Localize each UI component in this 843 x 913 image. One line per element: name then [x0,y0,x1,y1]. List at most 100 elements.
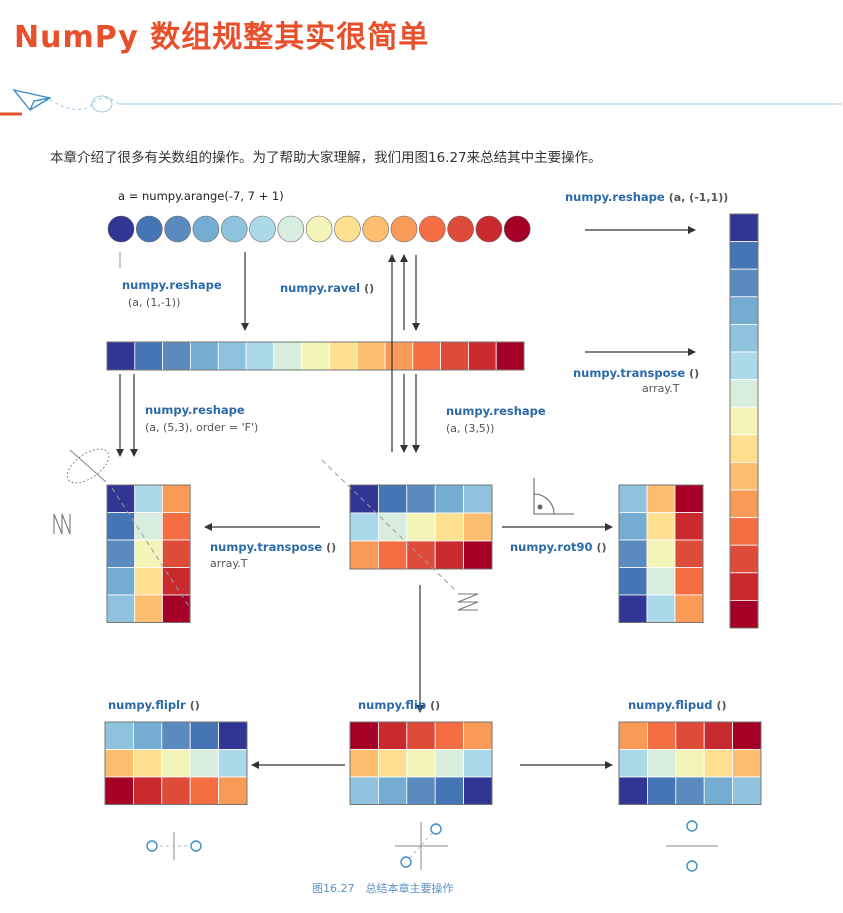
cell [104,776,134,805]
label-transpose: numpy.transpose() [210,540,336,554]
cell [674,512,704,541]
label-flipud: numpy.flipud() [628,698,727,712]
cell [406,776,436,805]
cell [732,776,762,805]
cell [189,341,219,371]
cell [132,721,163,750]
cell [618,749,648,778]
cell [675,776,705,805]
element-circle [447,215,474,243]
cell [703,749,734,778]
label-transpose-alt: array.T [210,557,248,570]
element-circle [192,215,220,243]
zigzag-order-c-icon [457,593,479,611]
cell [729,296,759,325]
cell [646,484,676,513]
cell [646,594,676,623]
cell [729,241,759,270]
cell [245,341,275,371]
cell [618,512,648,541]
cell [349,749,379,778]
cell [356,341,386,371]
arange-label: a = numpy.arange(-7, 7 + 1) [118,189,284,203]
intro-text: 本章介绍了很多有关数组的操作。为了帮助大家理解，我们用图16.27来总结其中主要… [50,150,602,166]
cell [463,776,493,805]
cell [106,341,136,371]
cell [646,567,676,596]
cell [132,749,163,778]
cell [217,341,247,371]
label-reshape-f-args: (a, (5,3), order = 'F') [145,421,258,434]
element-circle [107,215,135,243]
cell [434,484,465,514]
cell [434,540,465,570]
page-title: NumPy 数组规整其实很简单 [14,20,430,55]
cell [104,749,134,778]
cell [161,484,191,513]
matrix-3x5 [349,484,493,570]
matrix-fliplr [104,721,248,805]
label-ravel: numpy.ravel() [280,281,374,295]
cell [675,749,705,778]
cell [406,721,436,750]
cell [729,544,759,574]
cell [273,341,302,371]
cell [729,461,759,491]
cell [412,341,441,371]
label-fliplr: numpy.fliplr() [108,698,200,712]
cell [377,484,408,514]
cell [349,776,379,805]
cell [463,749,493,778]
array-border [618,484,704,623]
cell [161,721,191,750]
cell [377,540,408,570]
cell [189,749,219,778]
cell [729,323,759,353]
element-circle [249,215,276,243]
element-circle [334,215,361,243]
cell [434,721,465,750]
cell [377,776,408,805]
label-reshape-row-fn: numpy.reshape [122,278,222,292]
cell [434,749,465,778]
matrix-flip [349,721,493,805]
cell [463,721,493,750]
cell [618,721,648,750]
matrix-flipud [618,721,762,805]
cell [328,341,358,371]
cell [106,567,136,596]
cell [463,484,493,514]
cell [618,594,648,623]
cell [729,600,759,629]
array-border [618,721,762,805]
cell [463,512,493,542]
cell [106,484,136,513]
column-vector-15x1 [729,213,759,629]
element-circle [475,215,503,243]
cell [729,268,759,298]
cell [104,721,134,750]
cell [674,539,704,568]
cell [729,489,759,519]
diagonal-dashed-line-left [111,487,191,609]
cell [106,594,136,623]
row-vector-1x15 [106,341,525,371]
figure-caption: 图16.27 总结本章主要操作 [312,881,454,895]
cell [406,484,436,514]
cell [729,213,759,243]
cell [218,776,248,805]
array-border [349,721,493,805]
cell [134,594,163,623]
cell [161,749,191,778]
label-reshape-f-fn: numpy.reshape [145,403,245,417]
cell [675,721,705,750]
cell [729,517,759,546]
cell [618,539,648,568]
cell [134,341,164,371]
cell [377,512,408,542]
cell [732,749,762,778]
element-circle [305,215,333,243]
cell [495,341,525,371]
cell [618,567,648,596]
header-decoration [0,88,842,116]
